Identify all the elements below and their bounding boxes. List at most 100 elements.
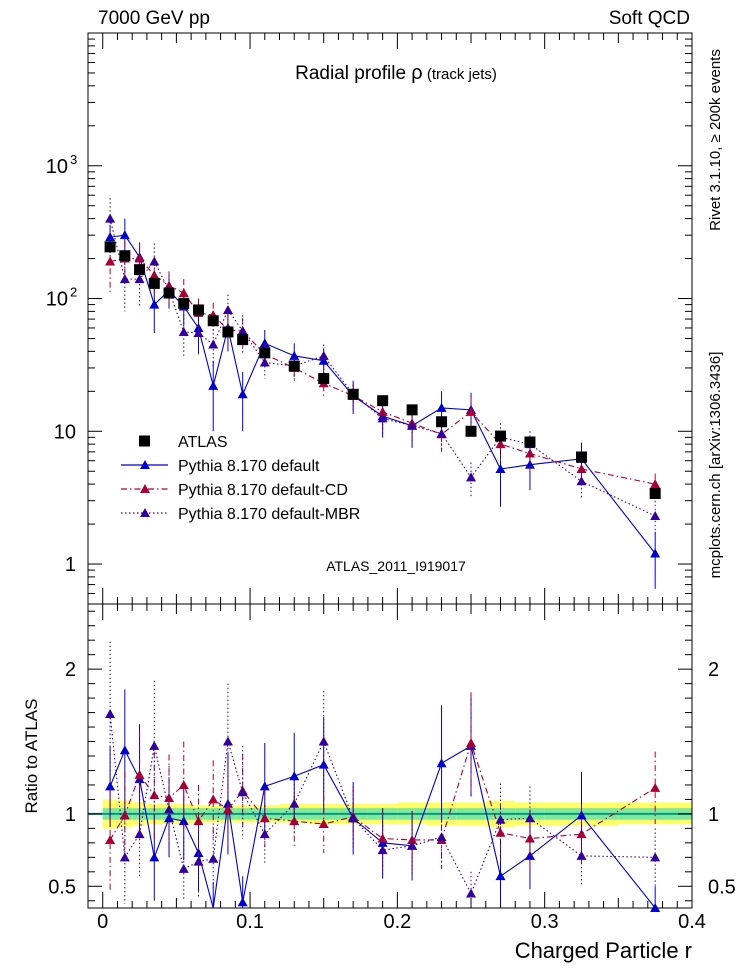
data-point-pythia-8-170-default-cd — [524, 448, 535, 458]
data-point-pythia-8-170-default-mbr — [650, 852, 661, 862]
data-point-pythia-8-170-default-mbr — [436, 428, 447, 438]
data-point-pythia-8-170-default-mbr — [105, 709, 116, 719]
series-line-pythia-8-170-default-cd — [109, 258, 656, 485]
data-point-pythia-8-170-default-mbr — [119, 274, 130, 284]
data-point-pythia-8-170-default-mbr — [407, 840, 418, 850]
data-point-pythia-8-170-default-mbr — [318, 350, 329, 360]
data-point-pythia-8-170-default-mbr — [208, 853, 219, 863]
data-point-pythia-8-170-default-cd — [650, 782, 661, 792]
legend-marker — [140, 508, 150, 517]
data-point-pythia-8-170-default-mbr — [650, 511, 661, 521]
ratio-y-tick-label-right: 0.5 — [708, 876, 736, 898]
y-tick-label: 1 — [65, 554, 76, 576]
x-tick-label: 0 — [97, 911, 108, 933]
data-point-pythia-8-170-default-mbr — [178, 863, 189, 873]
legend-item-pythia-8-170-default: Pythia 8.170 default — [121, 458, 320, 475]
data-point-atlas — [237, 334, 249, 346]
data-point-atlas — [134, 264, 146, 276]
data-point-atlas — [318, 372, 330, 384]
data-point-atlas — [436, 416, 448, 428]
ratio-frame — [87, 603, 693, 909]
data-point-atlas — [377, 395, 389, 407]
data-point-pythia-8-170-default-cd — [318, 819, 329, 829]
data-point-pythia-8-170-default — [119, 230, 130, 240]
legend-label: Pythia 8.170 default-MBR — [178, 506, 360, 523]
data-point-pythia-8-170-default-cd — [650, 479, 661, 489]
series-line-pythia-8-170-default — [110, 234, 656, 554]
data-point-pythia-8-170-default-mbr — [576, 850, 587, 860]
data-point-pythia-8-170-default — [237, 389, 248, 399]
data-point-pythia-8-170-default-cd — [164, 280, 175, 290]
data-point-pythia-8-170-default-mbr — [164, 804, 175, 814]
data-point-pythia-8-170-default — [149, 299, 160, 309]
data-point-pythia-8-170-default-cd — [149, 270, 160, 280]
legend-label: ATLAS — [178, 434, 228, 451]
data-point-pythia-8-170-default-mbr — [149, 740, 160, 750]
series-atlas — [104, 241, 661, 499]
data-point-pythia-8-170-default-cd — [524, 833, 535, 843]
rivet-version-label: Rivet 3.1.10, ≥ 200k events — [707, 49, 724, 231]
data-point-pythia-8-170-default — [105, 232, 116, 242]
data-point-atlas — [192, 304, 204, 316]
ratio-y-tick-label-right: 2 — [708, 659, 719, 681]
data-point-pythia-8-170-default-mbr — [193, 327, 204, 337]
chart-title-main: Radial profile — [295, 63, 411, 84]
ratio-y-axis-label: Ratio to ATLAS — [22, 699, 41, 814]
data-point-pythia-8-170-default-mbr — [524, 813, 535, 823]
data-point-pythia-8-170-default-cd — [178, 288, 189, 298]
data-point-pythia-8-170-default-mbr — [576, 476, 587, 486]
chart-title: Radial profile ρ (track jets) — [295, 62, 497, 84]
data-point-atlas — [148, 277, 160, 289]
data-point-pythia-8-170-default — [495, 463, 506, 473]
data-point-pythia-8-170-default-mbr — [149, 256, 160, 266]
ratio-y-tick-label: 0.5 — [48, 876, 76, 898]
data-point-pythia-8-170-default-cd — [193, 816, 204, 826]
data-point-pythia-8-170-default-mbr — [193, 856, 204, 866]
data-point-atlas — [119, 250, 131, 262]
data-point-pythia-8-170-default-mbr — [105, 213, 116, 223]
data-point-pythia-8-170-default-cd — [222, 804, 233, 814]
data-point-atlas — [347, 388, 359, 400]
data-point-pythia-8-170-default-cd — [134, 253, 145, 263]
header-energy-label: 7000 GeV pp — [98, 8, 210, 29]
data-point-pythia-8-170-default — [149, 852, 160, 862]
data-point-atlas — [104, 241, 116, 253]
data-point-pythia-8-170-default — [650, 548, 661, 558]
data-point-pythia-8-170-default-mbr — [466, 888, 477, 898]
data-point-pythia-8-170-default — [524, 459, 535, 469]
series-line-pythia-8-170-default-mbr — [109, 218, 656, 517]
data-point-pythia-8-170-default-cd — [119, 810, 130, 820]
data-point-pythia-8-170-default-cd — [576, 829, 587, 839]
legend: ATLAS Pythia 8.170 default Pythia 8.170 de… — [121, 434, 360, 523]
y-tick-label: 10 — [46, 156, 68, 178]
series-line-pythia-8-170-default — [109, 745, 656, 909]
chart-title-suffix: (track jets) — [423, 66, 497, 83]
y-tick-label: 10 — [54, 421, 76, 443]
data-point-pythia-8-170-default-cd — [178, 779, 189, 789]
data-point-pythia-8-170-default-cd — [377, 406, 388, 416]
data-point-pythia-8-170-default-cd — [105, 256, 116, 266]
header-category-label: Soft QCD — [609, 8, 690, 29]
data-point-pythia-8-170-default-cd — [134, 769, 145, 779]
data-point-pythia-8-170-default — [318, 355, 329, 365]
data-point-pythia-8-170-default — [237, 897, 248, 907]
data-point-pythia-8-170-default-mbr — [208, 339, 219, 349]
legend-marker — [139, 435, 150, 447]
data-point-atlas — [494, 430, 506, 442]
data-point-pythia-8-170-default-mbr — [178, 326, 189, 336]
data-point-atlas — [406, 404, 418, 416]
data-point-pythia-8-170-default — [289, 771, 300, 781]
ratio-series-pythia-8-170-default-mbr — [105, 641, 661, 908]
data-point-pythia-8-170-default-cd — [149, 790, 160, 800]
data-point-pythia-8-170-default-mbr — [134, 274, 145, 284]
data-point-pythia-8-170-default-mbr — [407, 420, 418, 430]
data-point-atlas — [465, 425, 477, 437]
data-point-atlas — [649, 487, 661, 499]
legend-marker — [140, 460, 150, 469]
data-point-pythia-8-170-default-cd — [466, 737, 477, 747]
legend-label: Pythia 8.170 default — [178, 458, 320, 475]
legend-label: Pythia 8.170 default-CD — [178, 482, 348, 499]
ratio-panel: 0.5 0.5 1 1 2 2 0 0.1 0.2 0.3 0.4 Charged Particle … — [22, 603, 736, 963]
y-tick-label: 10 — [46, 289, 68, 311]
